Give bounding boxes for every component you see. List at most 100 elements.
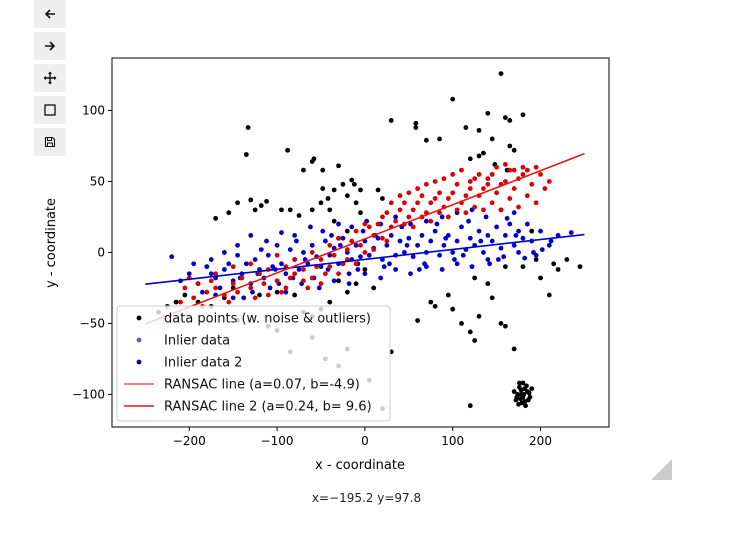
inlier-point <box>221 250 227 255</box>
inlier-point <box>481 250 486 255</box>
data-point <box>274 289 280 295</box>
data-point <box>551 261 557 267</box>
y-tick-label: 0 <box>97 245 105 259</box>
inlier-point <box>318 264 324 270</box>
data-point <box>511 389 517 394</box>
data-point <box>522 399 528 404</box>
inlier-point <box>410 254 416 260</box>
inlier-point-2 <box>516 204 521 210</box>
inlier-point <box>494 224 500 230</box>
inlier-point <box>230 295 236 301</box>
inlier-point-2 <box>489 171 495 177</box>
inlier-point <box>241 295 247 301</box>
inlier-point <box>169 254 175 260</box>
inlier-point <box>402 250 407 255</box>
data-point <box>296 213 302 218</box>
inlier-point <box>568 230 574 235</box>
inlier-point <box>538 228 543 234</box>
inlier-point <box>476 228 482 234</box>
inlier-point <box>487 261 492 267</box>
inlier-point-2 <box>415 186 420 191</box>
inlier-point-2 <box>467 186 473 191</box>
inlier-point-2 <box>450 190 456 196</box>
legend-label: Inlier data <box>164 334 230 349</box>
inlier-point-2 <box>511 167 517 173</box>
inlier-point-2 <box>533 164 539 170</box>
inlier-point-2 <box>419 193 425 199</box>
inlier-point-2 <box>384 238 390 244</box>
data-point <box>173 299 179 305</box>
inlier-point <box>511 242 517 248</box>
ransac-line <box>145 233 585 286</box>
data-point <box>529 228 535 234</box>
legend-marker <box>136 337 142 343</box>
inlier-point-2 <box>305 285 311 291</box>
inlier-point-2 <box>476 171 482 177</box>
inlier-point-2 <box>410 224 416 230</box>
inlier-point <box>346 271 352 277</box>
inlier-point <box>381 264 387 270</box>
inlier-point <box>292 233 298 238</box>
inlier-point-2 <box>463 193 469 199</box>
inlier-point-2 <box>353 261 359 267</box>
inlier-point <box>309 242 315 248</box>
forward-button[interactable] <box>34 32 66 60</box>
data-point <box>520 380 526 386</box>
inlier-point-2 <box>538 171 543 177</box>
resize-handle-icon[interactable] <box>651 459 672 480</box>
data-point <box>235 200 240 206</box>
inlier-point-2 <box>546 179 552 184</box>
data-point <box>485 110 491 116</box>
data-point <box>320 167 326 173</box>
data-point <box>182 292 188 298</box>
data-point <box>258 203 264 209</box>
y-tick-label: −100 <box>72 387 105 401</box>
inlier-point <box>336 221 341 227</box>
data-point <box>432 303 438 309</box>
inlier-point-2 <box>380 235 385 241</box>
inlier-point-2 <box>507 196 513 201</box>
inlier-point <box>502 233 508 238</box>
floppy-disk-icon <box>44 136 56 148</box>
inlier-point-2 <box>248 285 254 291</box>
inlier-point-2 <box>279 289 284 295</box>
inlier-point-2 <box>226 299 232 305</box>
inlier-point-2 <box>428 200 434 206</box>
inlier-point-2 <box>402 200 407 206</box>
inlier-point <box>279 230 284 235</box>
pan-button[interactable] <box>34 64 66 92</box>
legend-marker <box>136 315 142 321</box>
x-axis-label: x - coordinate <box>315 458 405 473</box>
inlier-point <box>546 242 552 248</box>
arrow-right-icon <box>45 41 56 51</box>
inlier-point <box>507 221 513 227</box>
data-point <box>285 147 291 153</box>
inlier-point <box>235 242 240 248</box>
data-point <box>520 112 526 118</box>
data-point <box>344 289 350 295</box>
inlier-point <box>248 233 254 238</box>
inlier-point-2 <box>445 196 451 201</box>
data-point <box>450 96 456 102</box>
inlier-point <box>204 264 210 270</box>
inlier-point <box>419 233 425 238</box>
save-button[interactable] <box>34 128 66 156</box>
inlier-point <box>355 267 361 272</box>
data-point <box>362 267 368 272</box>
inlier-point-2 <box>301 267 306 272</box>
data-point <box>489 295 495 301</box>
inlier-point-2 <box>393 218 399 224</box>
coordinate-readout: x=−195.2 y=97.8 <box>311 491 422 505</box>
data-point <box>524 383 529 389</box>
back-button[interactable] <box>34 0 66 28</box>
data-point <box>309 207 315 213</box>
inlier-point-2 <box>375 221 381 227</box>
inlier-point <box>501 254 507 260</box>
data-point <box>523 403 528 409</box>
data-point <box>344 193 350 199</box>
inlier-point-2 <box>437 210 442 216</box>
inlier-point-2 <box>309 250 315 255</box>
zoom-button[interactable] <box>34 96 66 124</box>
data-point <box>325 196 331 201</box>
inlier-point <box>208 257 214 262</box>
